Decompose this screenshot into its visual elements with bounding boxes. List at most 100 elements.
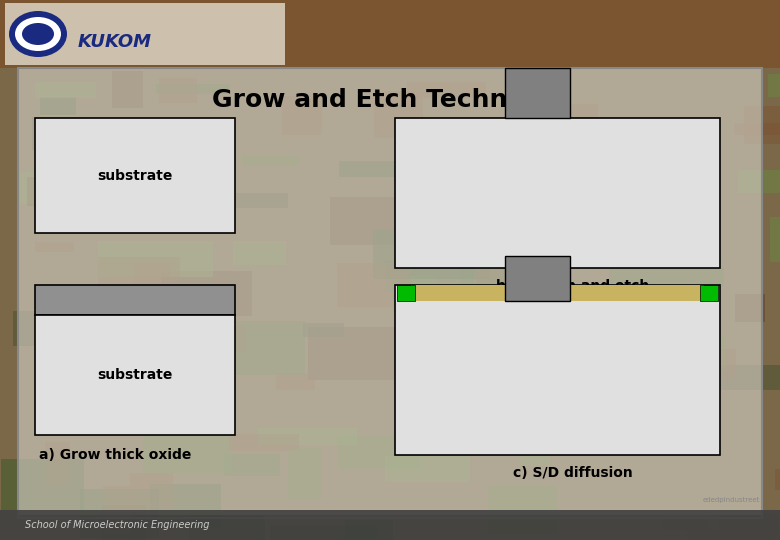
Bar bbox=[40, 97, 76, 115]
Bar bbox=[150, 484, 221, 528]
Text: substrate: substrate bbox=[98, 368, 172, 382]
Bar bbox=[13, 311, 51, 346]
Bar bbox=[768, 74, 780, 97]
Bar bbox=[337, 263, 410, 307]
Bar bbox=[496, 371, 568, 411]
Bar bbox=[160, 325, 246, 352]
Text: a) Grow thick oxide: a) Grow thick oxide bbox=[39, 448, 191, 462]
Bar bbox=[476, 239, 521, 283]
Text: ededpindustreet: ededpindustreet bbox=[703, 497, 760, 503]
Bar bbox=[20, 172, 132, 204]
Bar bbox=[397, 285, 415, 301]
Bar bbox=[411, 285, 505, 301]
Bar bbox=[229, 434, 299, 451]
Bar bbox=[734, 123, 780, 135]
Bar bbox=[112, 71, 143, 108]
Bar bbox=[770, 217, 780, 262]
Bar bbox=[35, 242, 74, 252]
Bar bbox=[308, 327, 425, 380]
Bar bbox=[242, 155, 299, 166]
Bar bbox=[395, 285, 720, 455]
Bar bbox=[392, 276, 436, 311]
Bar bbox=[421, 173, 465, 211]
Bar bbox=[373, 229, 490, 279]
Bar bbox=[508, 333, 584, 377]
Bar bbox=[102, 505, 146, 540]
Text: Grow and Etch Technique: Grow and Etch Technique bbox=[211, 88, 569, 112]
Bar bbox=[35, 82, 96, 98]
Bar bbox=[701, 365, 780, 390]
Bar bbox=[504, 200, 584, 216]
Bar bbox=[98, 257, 180, 287]
Bar bbox=[648, 387, 714, 429]
Bar bbox=[719, 514, 779, 540]
Bar bbox=[5, 3, 285, 65]
Bar bbox=[200, 193, 288, 208]
Bar bbox=[520, 413, 550, 466]
Ellipse shape bbox=[15, 17, 61, 51]
Bar bbox=[345, 520, 393, 540]
Bar bbox=[35, 285, 235, 315]
Bar bbox=[32, 117, 84, 150]
Bar bbox=[156, 84, 230, 94]
Bar bbox=[556, 131, 642, 146]
Bar bbox=[112, 387, 199, 408]
Bar bbox=[560, 128, 631, 165]
Bar bbox=[458, 157, 511, 169]
Bar bbox=[103, 486, 131, 534]
Bar bbox=[98, 241, 213, 277]
Bar bbox=[385, 261, 474, 291]
Bar bbox=[18, 65, 762, 515]
Bar bbox=[406, 300, 450, 352]
Bar bbox=[1, 459, 84, 510]
Bar bbox=[276, 373, 315, 390]
Ellipse shape bbox=[22, 23, 54, 45]
Bar bbox=[270, 525, 377, 540]
Bar bbox=[0, 0, 780, 68]
Bar bbox=[129, 122, 202, 157]
Bar bbox=[627, 144, 718, 189]
Bar bbox=[224, 454, 280, 476]
Bar bbox=[27, 177, 100, 206]
Bar bbox=[337, 436, 419, 469]
Bar bbox=[395, 118, 720, 268]
Bar bbox=[775, 469, 780, 490]
Bar bbox=[459, 383, 510, 436]
Bar bbox=[143, 415, 232, 473]
Bar bbox=[233, 241, 286, 265]
Bar bbox=[35, 118, 235, 233]
Ellipse shape bbox=[9, 11, 67, 57]
Bar bbox=[189, 515, 265, 540]
Bar bbox=[685, 349, 736, 380]
Bar bbox=[374, 91, 423, 138]
Text: KUKOM: KUKOM bbox=[78, 33, 152, 51]
Bar bbox=[505, 256, 570, 301]
Bar bbox=[258, 428, 357, 445]
Bar bbox=[415, 316, 512, 336]
Bar bbox=[515, 104, 598, 130]
Bar bbox=[609, 267, 724, 287]
Text: substrate: substrate bbox=[98, 168, 172, 183]
Bar bbox=[700, 285, 718, 301]
Bar bbox=[608, 353, 691, 395]
Bar bbox=[505, 68, 570, 118]
Bar bbox=[385, 456, 470, 482]
Bar bbox=[35, 315, 235, 435]
Bar bbox=[488, 486, 557, 534]
Bar bbox=[166, 343, 199, 377]
Bar bbox=[339, 161, 428, 177]
Bar bbox=[18, 68, 762, 518]
Bar bbox=[160, 137, 212, 160]
Bar bbox=[738, 170, 780, 193]
Bar bbox=[744, 106, 780, 144]
Text: b) Pattern and etch: b) Pattern and etch bbox=[496, 279, 649, 293]
Text: c) S/D diffusion: c) S/D diffusion bbox=[512, 466, 633, 480]
Bar bbox=[288, 448, 322, 499]
Bar bbox=[400, 324, 467, 357]
Bar bbox=[161, 271, 252, 316]
Bar bbox=[563, 165, 596, 204]
Bar bbox=[45, 442, 70, 486]
Text: School of Microelectronic Engineering: School of Microelectronic Engineering bbox=[25, 520, 210, 530]
Bar bbox=[407, 82, 486, 98]
Bar bbox=[303, 323, 344, 337]
